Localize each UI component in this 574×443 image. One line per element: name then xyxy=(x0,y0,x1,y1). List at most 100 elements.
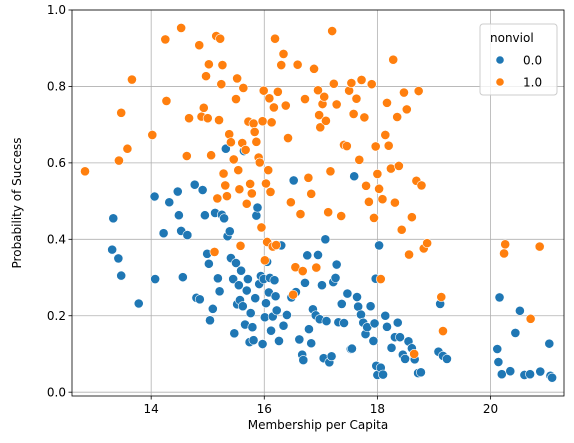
point-series-0.0 xyxy=(194,294,205,305)
point-series-1.0 xyxy=(438,326,448,336)
point-series-1.0 xyxy=(328,78,339,89)
y-tick-label: 1.0 xyxy=(47,3,66,17)
x-tick-label: 20 xyxy=(483,402,498,416)
point-series-0.0 xyxy=(288,175,299,186)
point-series-1.0 xyxy=(245,178,256,189)
point-series-1.0 xyxy=(232,73,243,84)
point-series-1.0 xyxy=(276,60,287,70)
point-series-1.0 xyxy=(396,224,407,235)
point-series-0.0 xyxy=(278,320,289,331)
point-series-1.0 xyxy=(500,239,511,250)
point-series-0.0 xyxy=(378,369,388,380)
point-series-0.0 xyxy=(173,210,184,221)
point-series-1.0 xyxy=(249,127,260,137)
y-axis-ticks: 0.0 0.2 0.4 0.6 0.8 1.0 xyxy=(47,3,72,399)
point-series-0.0 xyxy=(248,335,259,346)
point-series-1.0 xyxy=(160,34,171,45)
point-series-0.0 xyxy=(313,250,323,260)
point-series-1.0 xyxy=(297,266,308,276)
point-series-0.0 xyxy=(251,210,262,221)
point-series-0.0 xyxy=(231,258,241,268)
point-series-1.0 xyxy=(380,130,391,140)
x-axis-ticks: 14 16 18 20 xyxy=(144,396,498,416)
point-series-1.0 xyxy=(361,180,371,191)
x-axis-label: Membership per Capita xyxy=(248,418,388,432)
point-series-0.0 xyxy=(339,318,349,328)
point-series-1.0 xyxy=(346,78,357,88)
legend-label-0.0: 0.0 xyxy=(523,54,542,68)
point-series-1.0 xyxy=(246,188,257,199)
point-series-0.0 xyxy=(214,286,225,297)
point-series-1.0 xyxy=(272,86,283,97)
point-series-1.0 xyxy=(401,104,412,115)
point-series-0.0 xyxy=(505,366,516,377)
point-series-0.0 xyxy=(205,315,215,326)
point-series-1.0 xyxy=(314,110,325,120)
point-series-1.0 xyxy=(235,240,246,251)
point-series-1.0 xyxy=(295,209,306,219)
point-series-0.0 xyxy=(368,336,379,346)
point-series-0.0 xyxy=(150,274,161,284)
point-series-0.0 xyxy=(252,202,263,213)
point-series-0.0 xyxy=(386,342,397,353)
point-series-1.0 xyxy=(313,85,323,96)
point-series-1.0 xyxy=(198,102,209,113)
point-series-0.0 xyxy=(182,230,193,240)
point-series-1.0 xyxy=(259,255,270,266)
point-series-0.0 xyxy=(321,316,332,326)
point-series-0.0 xyxy=(349,171,360,182)
point-series-0.0 xyxy=(219,213,230,224)
point-series-1.0 xyxy=(327,26,338,36)
point-series-1.0 xyxy=(116,107,127,118)
point-series-0.0 xyxy=(242,274,253,284)
point-series-1.0 xyxy=(341,141,352,151)
point-series-1.0 xyxy=(231,94,241,104)
point-series-1.0 xyxy=(217,60,228,70)
point-series-1.0 xyxy=(228,154,239,165)
point-series-1.0 xyxy=(80,166,90,177)
point-series-1.0 xyxy=(218,168,229,179)
point-series-1.0 xyxy=(525,313,536,324)
point-series-1.0 xyxy=(283,133,293,143)
point-series-1.0 xyxy=(383,140,394,151)
point-series-1.0 xyxy=(325,166,336,177)
point-series-0.0 xyxy=(247,322,258,333)
point-series-0.0 xyxy=(245,308,256,318)
point-series-1.0 xyxy=(315,122,326,133)
point-series-0.0 xyxy=(189,179,200,190)
point-series-1.0 xyxy=(303,172,314,183)
point-series-1.0 xyxy=(311,262,322,273)
data-points xyxy=(80,23,558,383)
point-series-1.0 xyxy=(212,193,223,204)
point-series-1.0 xyxy=(375,274,386,284)
point-series-1.0 xyxy=(265,187,276,197)
point-series-1.0 xyxy=(258,85,269,96)
point-series-1.0 xyxy=(201,71,211,82)
point-series-0.0 xyxy=(237,301,248,312)
point-series-1.0 xyxy=(214,115,224,125)
point-series-1.0 xyxy=(436,292,447,302)
point-series-0.0 xyxy=(199,210,210,221)
point-series-1.0 xyxy=(251,136,262,147)
point-series-1.0 xyxy=(256,222,267,233)
point-series-0.0 xyxy=(203,258,214,269)
point-series-1.0 xyxy=(292,59,303,70)
y-axis-label: Probability of Success xyxy=(10,138,24,269)
y-tick-label: 0.8 xyxy=(47,80,66,94)
point-series-1.0 xyxy=(288,289,299,300)
point-series-1.0 xyxy=(404,249,414,260)
point-series-0.0 xyxy=(149,191,160,202)
point-series-1.0 xyxy=(499,248,509,259)
point-series-1.0 xyxy=(392,112,403,122)
point-series-1.0 xyxy=(382,97,392,108)
y-tick-label: 0.6 xyxy=(47,156,66,170)
point-series-1.0 xyxy=(203,59,214,70)
point-series-1.0 xyxy=(422,238,433,249)
point-series-0.0 xyxy=(395,332,405,343)
point-series-0.0 xyxy=(261,298,271,309)
point-series-1.0 xyxy=(319,91,330,102)
point-series-1.0 xyxy=(306,188,317,199)
point-series-1.0 xyxy=(181,151,192,161)
point-series-0.0 xyxy=(164,197,175,208)
point-series-1.0 xyxy=(176,23,187,33)
